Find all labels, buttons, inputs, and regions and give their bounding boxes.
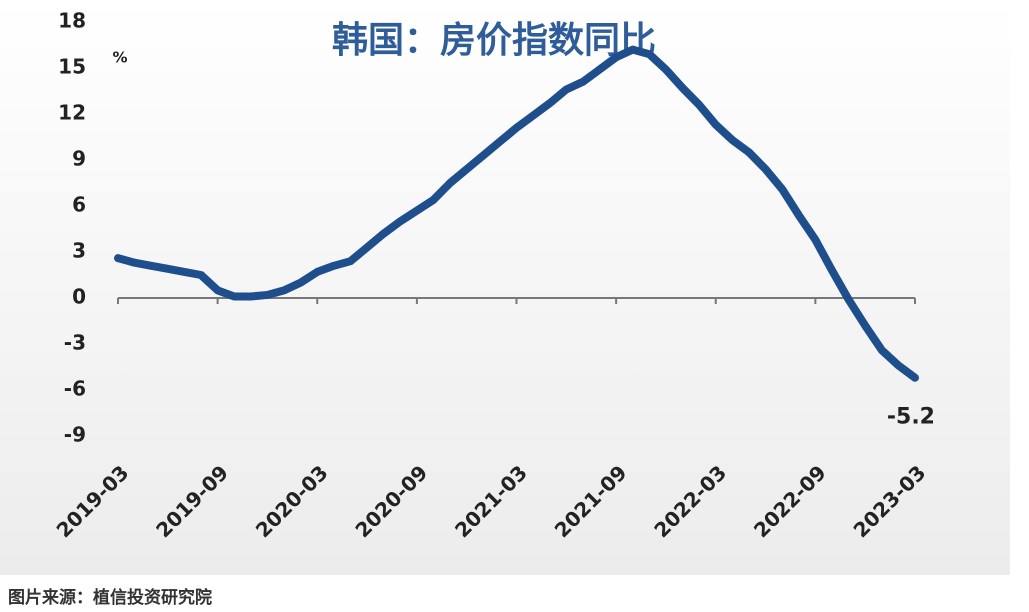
y-tick-label: 18: [58, 9, 86, 33]
y-tick-label: 15: [58, 55, 86, 79]
y-tick-label: 12: [58, 101, 86, 125]
y-tick-label: 0: [72, 285, 86, 309]
data-line: [114, 45, 919, 382]
source-note: 图片来源：植信投资研究院: [8, 587, 212, 608]
y-tick-label: -3: [64, 331, 86, 355]
y-unit: %: [112, 49, 127, 67]
y-tick-label: -9: [64, 423, 86, 447]
y-tick-label: -6: [64, 377, 86, 401]
y-tick-label: 3: [72, 239, 86, 263]
chart-title: 韩国：房价指数同比: [332, 20, 656, 61]
y-tick-label: 9: [72, 147, 86, 171]
data-label: -5.2: [887, 405, 935, 430]
y-tick-label: 6: [72, 193, 86, 217]
